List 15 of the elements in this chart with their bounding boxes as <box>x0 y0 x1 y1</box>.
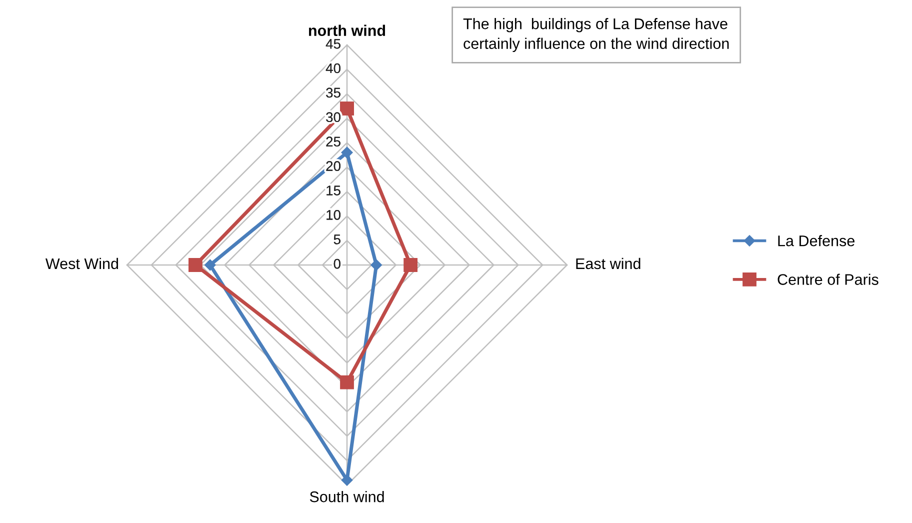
y-tick-label: 15 <box>326 186 340 196</box>
spoke-label: South wind <box>310 491 384 502</box>
y-tick-label: 45 <box>326 39 340 49</box>
y-tick-label: 10 <box>326 210 340 220</box>
legend-label: La Defense <box>778 235 854 246</box>
spoke-label: West Wind <box>45 258 118 270</box>
y-tick-label: 35 <box>326 88 340 98</box>
y-tick-label: 25 <box>326 136 340 147</box>
spoke-label: East wind <box>576 258 640 270</box>
spoke-label: north wind <box>308 24 386 36</box>
y-tick-label: 40 <box>326 63 340 74</box>
legend-label: Centre of Paris <box>778 274 878 285</box>
text: The high buildings of La Defense have certainly influence on the wind direction <box>463 18 729 52</box>
y-tick-label: 5 <box>334 234 340 244</box>
y-tick-label: 0 <box>334 258 340 269</box>
